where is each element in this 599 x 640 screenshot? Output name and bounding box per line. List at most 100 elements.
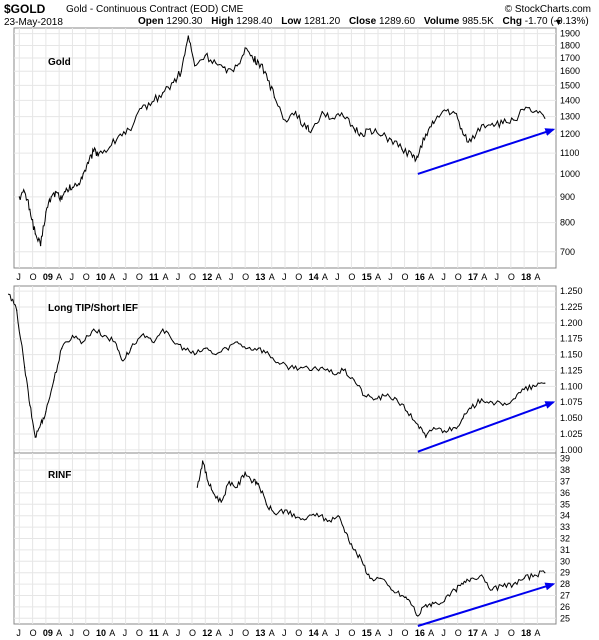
y-tick-label: 32 (560, 534, 570, 544)
x-tick-label: A (269, 272, 275, 282)
x-tick-label: O (189, 272, 196, 282)
series-line-1 (18, 35, 546, 246)
data-point (470, 407, 472, 410)
x-tick-label: A (269, 628, 275, 638)
data-point (24, 366, 26, 368)
data-point (523, 109, 525, 111)
data-point (425, 436, 427, 438)
x-tick-label: O (189, 628, 196, 638)
x-tick-label: O (455, 628, 462, 638)
data-point (443, 600, 446, 602)
x-tick-label: J (335, 272, 340, 282)
brand-label: © StockCharts.com (504, 4, 591, 15)
data-point (66, 189, 68, 191)
data-point (284, 509, 286, 511)
x-tick-label: J (282, 272, 287, 282)
data-point (332, 117, 334, 119)
y-tick-label: 26 (560, 602, 570, 612)
data-point (244, 471, 246, 473)
y-tick-label: 1400 (560, 95, 580, 105)
x-tick-label: 16 (415, 628, 425, 638)
description-text: Gold - Continuous Contract (EOD) (66, 4, 219, 15)
x-tick-label: J (388, 272, 393, 282)
data-point (390, 589, 392, 591)
data-point (98, 152, 100, 154)
x-tick-label: O (348, 628, 355, 638)
data-point (151, 341, 153, 343)
y-tick-label: 1.200 (560, 318, 583, 328)
y-tick-label: 1700 (560, 53, 580, 63)
data-point (523, 388, 525, 391)
y-tick-label: 1.175 (560, 334, 583, 344)
x-tick-label: J (229, 628, 234, 638)
x-tick-label: A (162, 272, 168, 282)
y-tick-label: 28 (560, 579, 570, 589)
data-point (236, 341, 238, 343)
low-value: 1281.20 (304, 16, 341, 27)
data-point (204, 347, 206, 349)
data-point (295, 517, 297, 519)
data-point (257, 483, 260, 485)
data-point (82, 341, 84, 343)
data-point (470, 140, 472, 143)
x-tick-label: 09 (43, 628, 53, 638)
x-tick-label: J (16, 628, 21, 638)
data-point (61, 347, 63, 349)
data-point (411, 156, 414, 158)
data-point (236, 486, 238, 488)
data-point (369, 577, 371, 580)
volume-label: Volume (423, 16, 460, 27)
data-point (433, 427, 435, 429)
data-point (87, 162, 89, 164)
x-tick-label: J (176, 272, 181, 282)
data-point (395, 398, 398, 400)
y-tick-label: 1200 (560, 129, 580, 139)
data-point (374, 398, 376, 400)
symbol-label: $GOLD (4, 2, 46, 16)
x-tick-label: O (402, 628, 409, 638)
data-point (502, 122, 504, 125)
x-tick-label: 11 (149, 272, 159, 282)
x-tick-label: J (282, 628, 287, 638)
data-point (544, 572, 546, 574)
data-point (71, 334, 74, 337)
data-point (212, 492, 214, 494)
data-point (380, 135, 382, 137)
y-tick-label: 1.000 (560, 445, 583, 455)
data-point (140, 107, 143, 109)
x-tick-label: J (335, 628, 340, 638)
data-point (300, 366, 302, 368)
data-point (71, 186, 74, 189)
y-tick-label: 1.075 (560, 397, 583, 407)
triangle-down-icon[interactable]: ▼ (554, 17, 563, 27)
data-point (103, 334, 105, 337)
data-point (82, 173, 84, 175)
y-tick-label: 1.150 (560, 350, 583, 360)
panel-title-3: RINF (48, 470, 71, 481)
data-point (462, 583, 464, 585)
data-point (502, 404, 504, 406)
y-tick-label: 1800 (560, 40, 580, 50)
data-point (454, 589, 456, 591)
x-tick-label: 15 (362, 272, 372, 282)
data-point (215, 353, 217, 356)
high-value: 1298.40 (236, 16, 273, 27)
trend-arrow-1 (417, 128, 556, 175)
y-tick-label: 1500 (560, 80, 580, 90)
data-point (196, 486, 198, 488)
x-tick-label: J (176, 628, 181, 638)
x-tick-label: O (402, 272, 409, 282)
data-point (443, 430, 446, 432)
data-point (385, 395, 387, 397)
chg-label: Chg (502, 16, 522, 27)
data-point (162, 328, 164, 330)
data-point (544, 382, 546, 384)
y-tick-label: 1600 (560, 66, 580, 76)
x-tick-label: A (216, 272, 222, 282)
x-tick-label: A (322, 272, 328, 282)
data-point (53, 379, 55, 381)
data-point (252, 480, 254, 483)
x-tick-label: J (69, 628, 74, 638)
data-point (342, 369, 345, 372)
x-tick-label: J (69, 272, 74, 282)
